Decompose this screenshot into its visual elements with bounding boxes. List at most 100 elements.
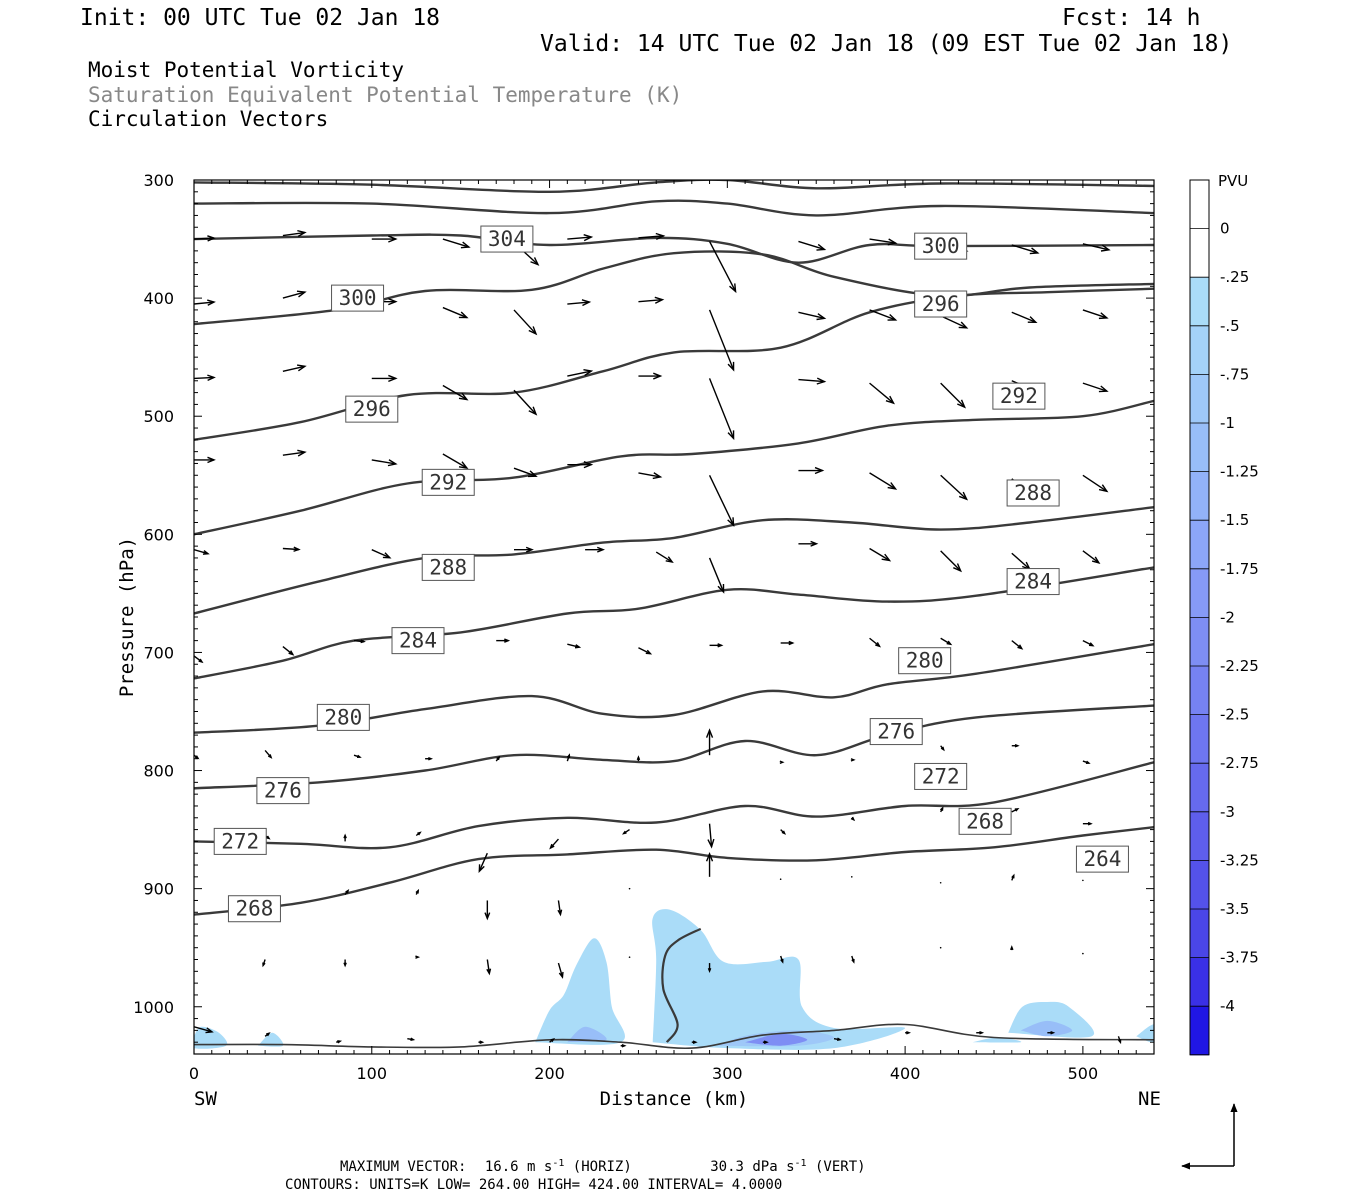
circulation-vector bbox=[495, 755, 501, 762]
svg-text:280: 280 bbox=[324, 705, 362, 729]
circulation-vector bbox=[567, 234, 594, 242]
y-tick-label: 700 bbox=[143, 643, 174, 662]
valid-time-label: Valid: 14 UTC Tue 02 Jan 18 (09 EST Tue … bbox=[540, 31, 1232, 57]
title-theta-es: Saturation Equivalent Potential Temperat… bbox=[88, 83, 682, 107]
colorbar-swatches bbox=[1189, 179, 1210, 1056]
circulation-vector bbox=[194, 1026, 214, 1034]
pv-region bbox=[258, 1032, 284, 1047]
colorbar-label: -2 bbox=[1220, 608, 1235, 626]
colorbar-label: -2.25 bbox=[1220, 657, 1259, 675]
colorbar-label: -1.25 bbox=[1220, 463, 1259, 481]
x-tick-label: 0 bbox=[189, 1064, 199, 1083]
circulation-vector bbox=[851, 955, 855, 964]
colorbar-swatch bbox=[1190, 957, 1209, 1007]
pv-region bbox=[1020, 1020, 1073, 1037]
circulation-vector bbox=[705, 728, 714, 756]
circulation-vector bbox=[939, 881, 942, 884]
circulation-vector bbox=[1082, 474, 1109, 493]
colorbar: PVU 0 -.25 -.5 -.75 -1 -1.25 -1.5 -1.75 -2 -2.25 -… bbox=[1189, 172, 1259, 1056]
circulation-vector bbox=[567, 299, 592, 307]
y-tick-label: 900 bbox=[143, 880, 174, 899]
circulation-vector bbox=[407, 1037, 416, 1041]
circulation-vector bbox=[798, 540, 819, 547]
contour-label: 288 bbox=[1006, 479, 1060, 507]
circulation-vector bbox=[415, 955, 421, 959]
svg-text:284: 284 bbox=[1014, 570, 1052, 594]
colorbar-label: -1.5 bbox=[1220, 511, 1249, 529]
colorbar-swatch bbox=[1190, 180, 1209, 230]
circulation-vector bbox=[262, 959, 266, 968]
circulation-vector bbox=[940, 474, 969, 501]
circulation-vector bbox=[282, 645, 295, 656]
colorbar-swatch bbox=[1190, 568, 1209, 618]
x-tick-label: 300 bbox=[712, 1064, 743, 1083]
circulation-vector bbox=[708, 474, 735, 527]
circulation-vector bbox=[869, 637, 882, 648]
forecast-hour-label: Fcst: 14 h bbox=[1062, 5, 1200, 31]
colorbar-label: -3.5 bbox=[1220, 900, 1249, 918]
circulation-vector bbox=[850, 876, 853, 878]
circulation-vector bbox=[798, 311, 827, 321]
circulation-vector bbox=[1011, 873, 1015, 881]
circulation-vector bbox=[779, 878, 782, 880]
contour-label-layer: 304 300 300 296 296 292 292 288 288 284 284 280 280 2… bbox=[213, 225, 1129, 923]
colorbar-unit: PVU bbox=[1218, 172, 1248, 190]
circulation-vector bbox=[638, 472, 663, 480]
contour-label: 272 bbox=[914, 762, 968, 790]
circulation-vector bbox=[939, 946, 942, 949]
init-label: Init: 00 UTC Tue 02 Jan 18 bbox=[80, 5, 440, 31]
circulation-vector bbox=[442, 306, 469, 319]
colorbar-swatch bbox=[1190, 860, 1209, 910]
pv-region bbox=[535, 938, 625, 1045]
circulation-vector bbox=[567, 643, 582, 649]
circulation-vector bbox=[282, 546, 301, 552]
circulation-vector bbox=[850, 758, 856, 762]
circulation-vector bbox=[264, 1032, 271, 1037]
circulation-vector bbox=[282, 449, 307, 457]
circulation-vector bbox=[425, 756, 433, 761]
contour-label: 300 bbox=[914, 232, 968, 260]
svg-text:296: 296 bbox=[922, 292, 960, 316]
pv-shading-layer bbox=[194, 909, 1154, 1050]
y-tick-label: 1000 bbox=[133, 998, 174, 1017]
svg-text:264: 264 bbox=[1083, 847, 1121, 871]
circulation-vector bbox=[371, 549, 392, 559]
svg-text:272: 272 bbox=[221, 829, 259, 853]
circulation-vector bbox=[1082, 639, 1095, 647]
svg-text:288: 288 bbox=[1014, 481, 1052, 505]
colorbar-swatch bbox=[1190, 325, 1209, 375]
colorbar-swatch bbox=[1190, 763, 1209, 813]
circulation-vector bbox=[708, 557, 725, 594]
contour-label: 300 bbox=[331, 284, 385, 312]
pv-region bbox=[745, 1033, 808, 1046]
pv-region bbox=[194, 1026, 228, 1049]
circulation-vector bbox=[798, 240, 827, 251]
circulation-vector bbox=[486, 959, 492, 976]
colorbar-label: -2.75 bbox=[1220, 754, 1259, 772]
contour-label: 292 bbox=[421, 468, 475, 496]
colorbar-swatch bbox=[1190, 228, 1209, 278]
circulation-vector bbox=[1011, 552, 1032, 571]
pv-region bbox=[567, 1026, 607, 1043]
circulation-vector bbox=[1082, 309, 1109, 320]
circulation-vector bbox=[638, 232, 666, 241]
circulation-vector bbox=[869, 309, 898, 321]
circulation-vector bbox=[343, 833, 347, 842]
theta-contour-316 bbox=[194, 199, 1154, 217]
circulation-vector bbox=[940, 637, 953, 646]
pv-region bbox=[652, 909, 906, 1050]
svg-text:288: 288 bbox=[429, 555, 467, 579]
y-tick-label: 300 bbox=[143, 171, 174, 190]
circulation-vector bbox=[705, 851, 714, 877]
circulation-vector bbox=[567, 461, 594, 469]
circulation-vector bbox=[415, 888, 420, 895]
circulation-vector bbox=[655, 551, 674, 564]
svg-text:268: 268 bbox=[235, 897, 273, 921]
circulation-vector bbox=[1011, 311, 1038, 324]
contour-label: 304 bbox=[480, 225, 534, 253]
title-moist-pv: Moist Potential Vorticity bbox=[88, 58, 404, 82]
circulation-vector bbox=[1082, 952, 1084, 955]
circulation-vector bbox=[779, 760, 785, 765]
circulation-vector bbox=[282, 364, 307, 373]
circulation-vector bbox=[762, 1040, 769, 1044]
